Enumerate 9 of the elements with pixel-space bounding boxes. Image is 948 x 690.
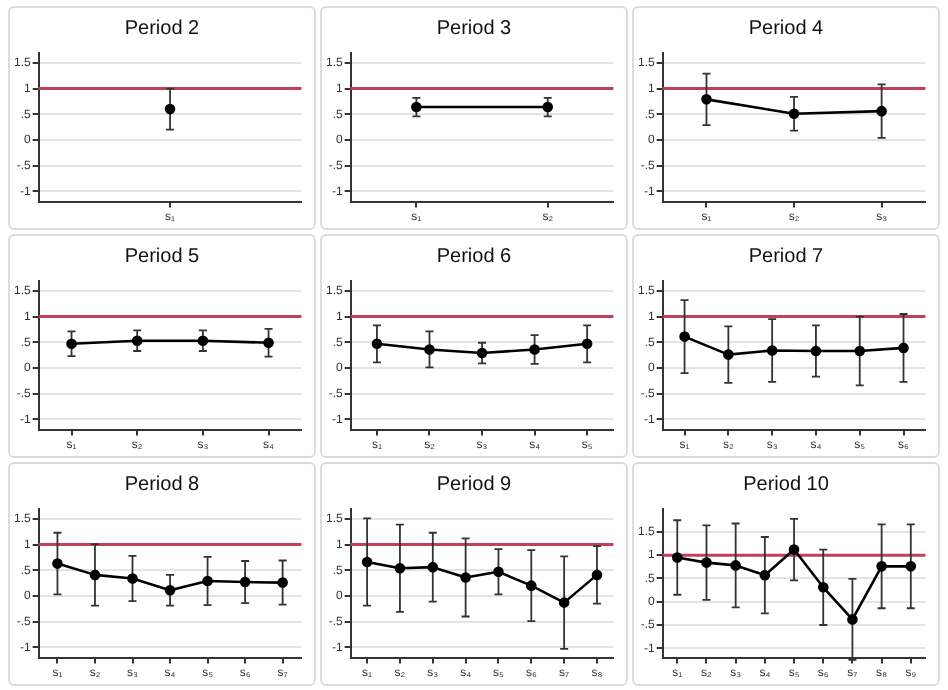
chart-title: Period 4 [748, 18, 824, 42]
chart-title: Period 7 [748, 246, 824, 270]
chart-title: Period 2 [124, 18, 200, 42]
chart-title: Period 8 [124, 474, 200, 498]
chart-title: Period 5 [124, 246, 200, 270]
chart-title: Period 9 [436, 474, 512, 498]
chart-title: Period 6 [436, 246, 512, 270]
chart-title: Period 10 [743, 474, 829, 498]
chart-title: Period 3 [436, 18, 512, 42]
